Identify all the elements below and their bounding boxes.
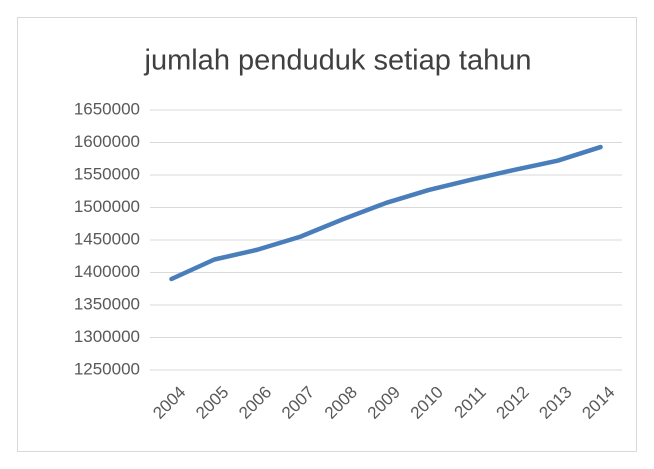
y-tick-label: 1500000: [74, 197, 140, 216]
y-tick-label: 1550000: [74, 164, 140, 183]
y-tick-label: 1600000: [74, 132, 140, 151]
y-tick-label: 1350000: [74, 294, 140, 313]
chart-title: jumlah penduduk setiap tahun: [144, 45, 532, 77]
y-tick-label: 1400000: [74, 262, 140, 281]
data-line: [169, 144, 603, 282]
chart-border: [17, 17, 637, 452]
y-tick-label: 1300000: [74, 327, 140, 346]
y-tick-label: 1250000: [74, 359, 140, 378]
y-tick-label: 1450000: [74, 229, 140, 248]
y-tick-label: 1650000: [74, 99, 140, 118]
